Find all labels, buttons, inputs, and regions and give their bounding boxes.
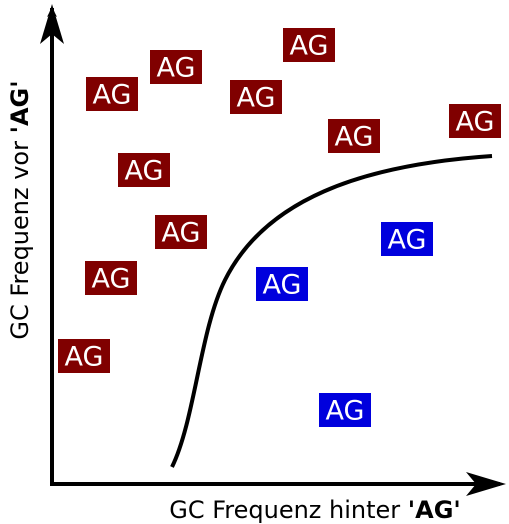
node-box — [449, 104, 501, 138]
node-label: AG — [93, 80, 132, 111]
node-label: AG — [92, 264, 131, 295]
node-box — [256, 267, 308, 301]
node-box — [230, 80, 282, 114]
y-axis-label: GC Frequenz vor 'AG' — [6, 80, 34, 339]
y-label-text: GC Frequenz vor — [6, 133, 34, 339]
boundary-curve — [170, 154, 493, 468]
node-box — [85, 261, 137, 295]
nodes: AG AG AG AG AG AG AG AG AG AG AG AG AG — [58, 28, 501, 427]
y-label-emphasis: 'AG' — [6, 80, 34, 133]
x-axis-label: GC Frequenz hinter 'AG' — [169, 496, 461, 524]
node-box — [86, 77, 138, 111]
node-label: AG — [162, 218, 201, 249]
node-label: AG — [237, 83, 276, 114]
node-label: AG — [263, 270, 302, 301]
node-box — [118, 153, 170, 187]
x-arrow — [466, 472, 506, 496]
x-label-emphasis: 'AG' — [408, 496, 461, 524]
node-label: AG — [157, 53, 196, 84]
node-label: AG — [65, 342, 104, 373]
y-arrow — [40, 4, 64, 44]
node-box — [319, 393, 371, 427]
node-box — [328, 119, 380, 153]
node-label: AG — [335, 122, 374, 153]
node-box — [381, 222, 433, 256]
x-label-text: GC Frequenz hinter — [169, 496, 408, 524]
node-label: AG — [125, 156, 164, 187]
node-label: AG — [388, 225, 427, 256]
node-label: AG — [456, 107, 495, 138]
node-box — [155, 215, 207, 249]
node-label: AG — [326, 396, 365, 427]
node-box — [58, 339, 110, 373]
node-label: AG — [290, 31, 329, 62]
node-box — [283, 28, 335, 62]
node-box — [150, 50, 202, 84]
